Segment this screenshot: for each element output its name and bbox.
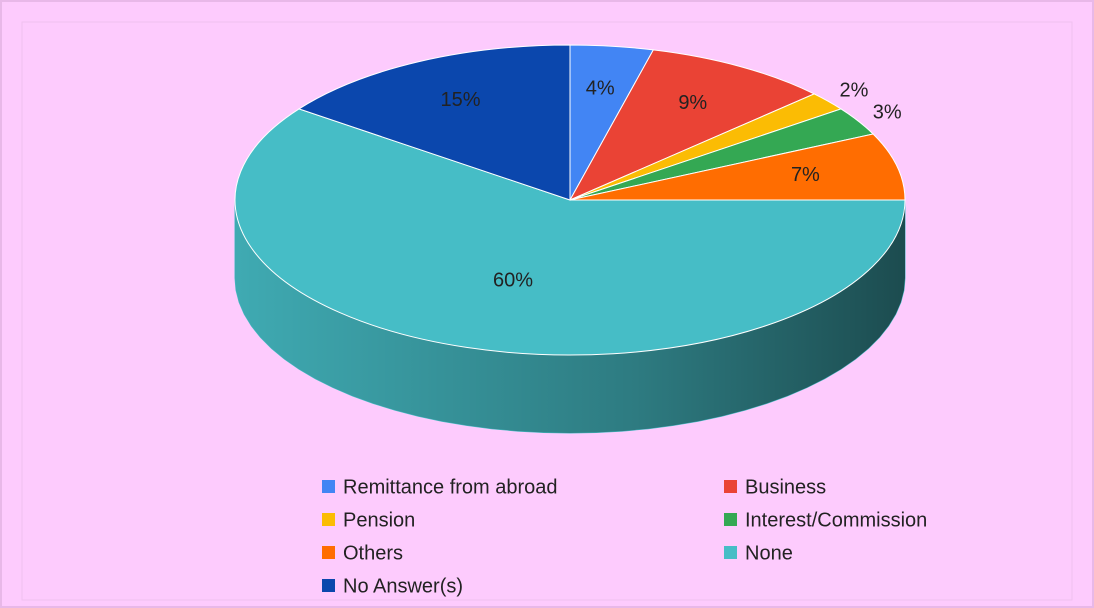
data-label: 9% bbox=[678, 92, 707, 114]
data-label: 7% bbox=[791, 164, 820, 186]
legend-label: Interest/Commission bbox=[745, 509, 927, 531]
legend-label: No Answer(s) bbox=[343, 575, 463, 597]
legend-swatch bbox=[322, 480, 335, 493]
slice bbox=[234, 108, 906, 356]
legend-label: Pension bbox=[343, 509, 415, 531]
legend-swatch bbox=[724, 546, 737, 559]
legend-swatch bbox=[322, 546, 335, 559]
data-label: 4% bbox=[586, 78, 615, 100]
legend-label: Business bbox=[745, 476, 826, 498]
slice bbox=[297, 44, 571, 201]
slice-side-shade bbox=[235, 200, 905, 433]
legend-swatch bbox=[724, 513, 737, 526]
legend-label: Remittance from abroad bbox=[343, 476, 558, 498]
slice bbox=[568, 49, 816, 202]
slice bbox=[569, 133, 906, 201]
data-label: 3% bbox=[873, 101, 902, 123]
legend-label: Others bbox=[343, 542, 403, 564]
data-label: 15% bbox=[440, 89, 480, 111]
legend-swatch bbox=[724, 480, 737, 493]
legend-swatch bbox=[322, 513, 335, 526]
plot-border bbox=[21, 21, 1073, 601]
data-label: 60% bbox=[493, 269, 533, 291]
legend-swatch bbox=[322, 579, 335, 592]
legend-label: None bbox=[745, 542, 793, 564]
data-label: 2% bbox=[839, 80, 868, 102]
